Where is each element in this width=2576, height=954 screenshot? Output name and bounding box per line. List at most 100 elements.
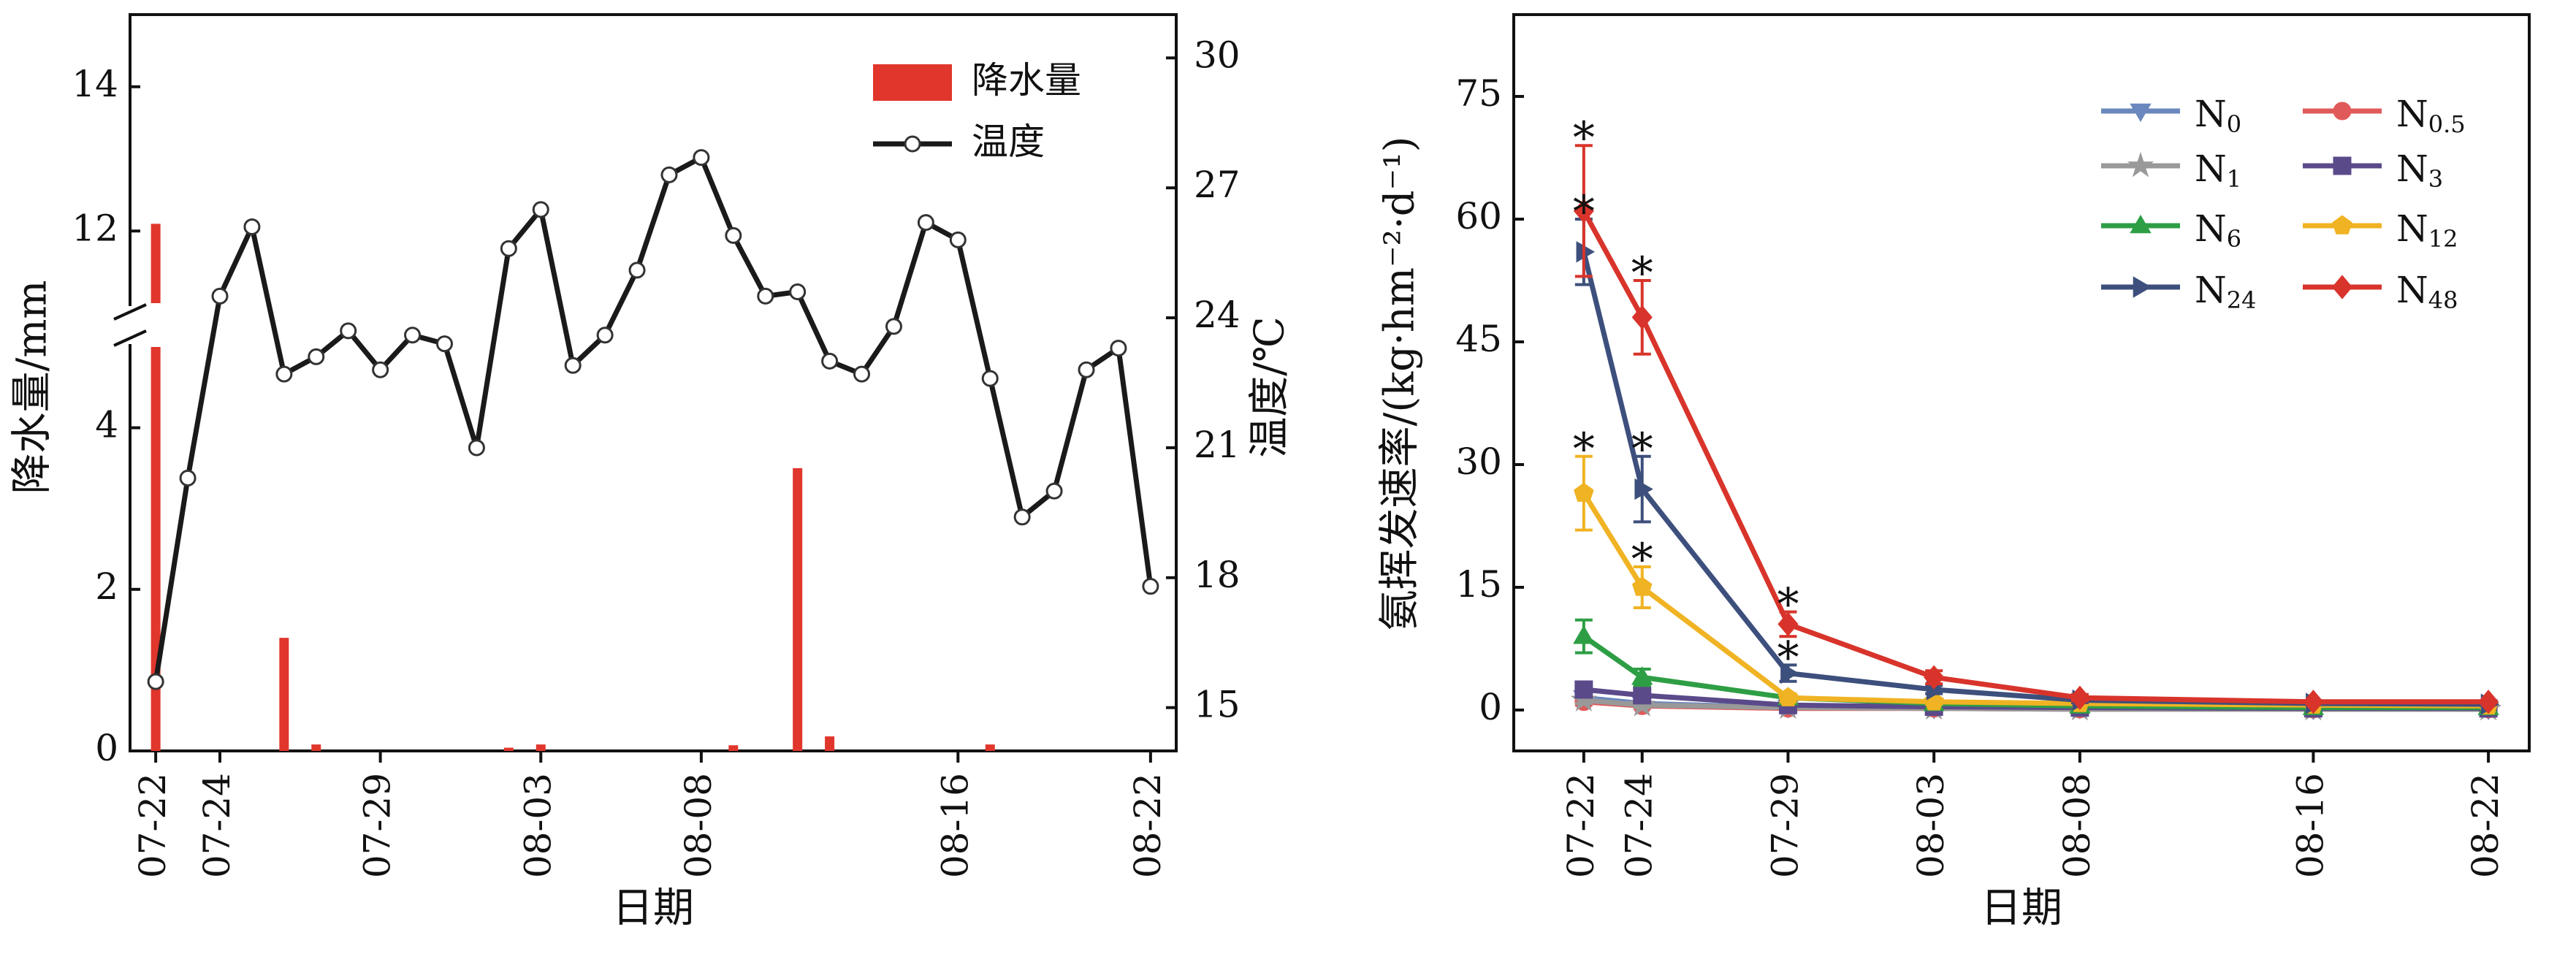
- temperature-point: [404, 327, 422, 344]
- y2-axis-ticks: 15 18 21 24 27 30: [1166, 34, 1241, 726]
- x-axis-ticks: 07-22 07-24 07-29 08-03 08-08 08-16 08-22: [132, 751, 1169, 878]
- x-tick-label: 08-03: [517, 773, 559, 878]
- data-point: [1924, 665, 1945, 690]
- x-tick-label: 07-29: [1764, 773, 1806, 878]
- legend-marker-N3: [2333, 156, 2352, 175]
- legend-marker-N1: [2127, 151, 2154, 178]
- significance-star: *: [1777, 579, 1799, 630]
- data-point: [1634, 478, 1653, 500]
- temperature-point: [660, 166, 678, 183]
- significance-star: *: [1573, 424, 1595, 475]
- significance-star: *: [1631, 424, 1653, 475]
- precip-bar: [985, 744, 995, 751]
- temperature-point: [340, 322, 357, 340]
- axis-break: [113, 303, 147, 347]
- y-tick-label: 2: [95, 565, 118, 608]
- precip-bar: [825, 736, 835, 751]
- data-point: [1574, 680, 1593, 699]
- y2-tick-label: 30: [1194, 34, 1241, 76]
- x-tick-label: 08-16: [934, 773, 976, 878]
- temperature-point: [564, 356, 582, 374]
- precip-bar: [150, 347, 161, 751]
- ammonia-rate-chart: 0 15 30 45 60 75 07-22 07-24 07-29 08-03 08-08 08-1…: [1376, 13, 2531, 932]
- temperature-point: [1045, 482, 1063, 500]
- x-axis-ticks: 07-22 07-24 07-29 08-03 08-08 08-16 08-22: [1560, 751, 2507, 878]
- precip-bar: [536, 744, 546, 751]
- y2-axis-label: 温度/℃: [1246, 316, 1294, 458]
- legend-temp-marker: [904, 135, 921, 153]
- significance-star: *: [1573, 186, 1595, 237]
- temperature-point: [693, 149, 710, 167]
- temperature-point: [308, 348, 325, 365]
- y-tick-label: 12: [72, 207, 118, 249]
- legend-label-N12: N12: [2396, 207, 2458, 253]
- axis-break-mark: [113, 303, 147, 321]
- x-tick-label: 08-22: [2464, 773, 2507, 878]
- legend-marker-N6: [2130, 214, 2152, 234]
- legend-marker-N12: [2332, 215, 2352, 234]
- precip-bar: [728, 745, 739, 751]
- temperature-point: [725, 226, 742, 244]
- legend-label-N48: N48: [2396, 269, 2458, 314]
- x-tick-label: 08-03: [1910, 773, 1952, 878]
- temperature-point: [243, 218, 261, 236]
- legend-label-N0: N0: [2195, 93, 2241, 138]
- y2-tick-label: 18: [1194, 554, 1241, 596]
- temperature-point: [757, 287, 774, 305]
- data-point: [2303, 690, 2324, 714]
- temperature-point: [372, 361, 389, 378]
- temperature-point: [885, 318, 902, 335]
- y-tick-label: 30: [1455, 440, 1502, 483]
- significance-star: *: [1631, 534, 1653, 585]
- data-point: [1633, 686, 1652, 705]
- significance-star: *: [1573, 112, 1595, 164]
- temperature-point: [211, 287, 229, 305]
- legend-marker-N24: [2133, 276, 2152, 298]
- temperature-point: [949, 231, 967, 248]
- axis-break-mark: [113, 329, 147, 347]
- data-point: [1631, 666, 1653, 685]
- temperature-point: [147, 673, 164, 690]
- temperature-point: [1013, 508, 1031, 526]
- precip-bar-upper: [150, 224, 161, 303]
- temperature-point: [853, 365, 871, 383]
- x-axis-label: 日期: [612, 885, 694, 932]
- y-tick-label: 60: [1455, 195, 1502, 237]
- x-tick-label: 07-22: [132, 773, 174, 878]
- temperature-point: [435, 335, 453, 353]
- significance-marks: ********: [1573, 112, 1799, 683]
- y-tick-label: 4: [95, 404, 118, 446]
- data-point: [1573, 199, 1594, 224]
- data-point: [2069, 685, 2090, 710]
- temperature-point: [596, 327, 614, 344]
- data-point: [1777, 611, 1799, 637]
- series-N12: [1574, 454, 2499, 715]
- x-tick-label: 08-16: [2289, 773, 2331, 878]
- temperature-point: [917, 214, 934, 232]
- data-point: [1780, 662, 1799, 684]
- y-tick-label: 0: [95, 727, 118, 769]
- temperature-point: [628, 262, 646, 279]
- y-tick-label: 0: [1479, 686, 1502, 728]
- series-line: [1581, 492, 2489, 709]
- data-point: [1573, 625, 1595, 644]
- temperature-point: [500, 240, 517, 257]
- legend-label-N0.5: N0.5: [2396, 93, 2466, 138]
- y-tick-label: 15: [1455, 563, 1502, 606]
- legend-label-N1: N1: [2195, 148, 2241, 193]
- significance-star: *: [1777, 632, 1799, 683]
- temperature-point: [1110, 340, 1127, 357]
- x-tick-label: 08-08: [677, 773, 720, 878]
- series-N48: [1573, 144, 2499, 714]
- x-tick-label: 07-29: [357, 773, 399, 878]
- data-point: [1777, 687, 1799, 706]
- x-axis-label: 日期: [1981, 885, 2062, 932]
- temperature-point: [821, 352, 839, 370]
- legend-label-N6: N6: [2195, 207, 2241, 253]
- x-tick-label: 08-08: [2056, 773, 2098, 878]
- temperature-point: [179, 469, 197, 486]
- data-point: [2478, 690, 2499, 714]
